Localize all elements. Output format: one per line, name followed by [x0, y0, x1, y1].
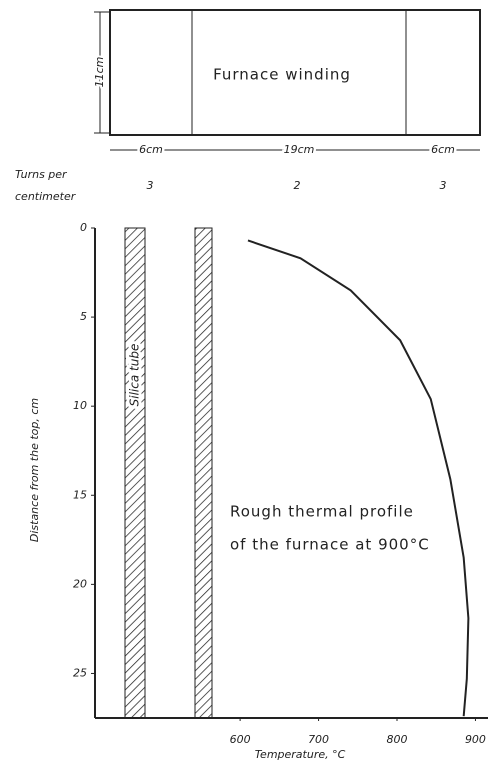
y-tick-label: 0 [80, 221, 87, 234]
x-axis-label: Temperature, °C [255, 748, 346, 761]
tube-wall [124, 227, 146, 719]
section-label: 6cm [431, 143, 455, 156]
annotation: of the furnace at 900°C [230, 536, 430, 554]
x-tick-label: 600 [230, 733, 251, 746]
y-tick-label: 20 [73, 577, 87, 590]
y-axis-label: Distance from the top, cm [28, 398, 41, 542]
x-tick-label: 800 [387, 733, 408, 746]
y-tick-label: 5 [80, 310, 87, 323]
x-tick-label: 700 [308, 733, 329, 746]
y-tick-label: 15 [73, 488, 87, 501]
winding-box [109, 9, 481, 136]
section-label: 19cm [284, 143, 315, 156]
section-label: 6cm [139, 143, 163, 156]
turns-title: centimeter [15, 190, 77, 203]
y-tick-label: 25 [73, 666, 87, 679]
y-tick-label: 10 [73, 399, 87, 412]
turns-value: 3 [147, 179, 154, 192]
tube-label: Silica tube [128, 344, 142, 407]
height-label: 11cm [93, 57, 106, 88]
thermal-profile [247, 239, 470, 717]
winding-label: Furnace winding [213, 66, 351, 84]
x-tick-label: 900 [465, 733, 486, 746]
turns-title: Turns per [15, 168, 68, 181]
annotation: Rough thermal profile [230, 503, 414, 521]
turns-value: 2 [294, 179, 301, 192]
turns-value: 3 [440, 179, 447, 192]
tube-wall [194, 227, 213, 719]
